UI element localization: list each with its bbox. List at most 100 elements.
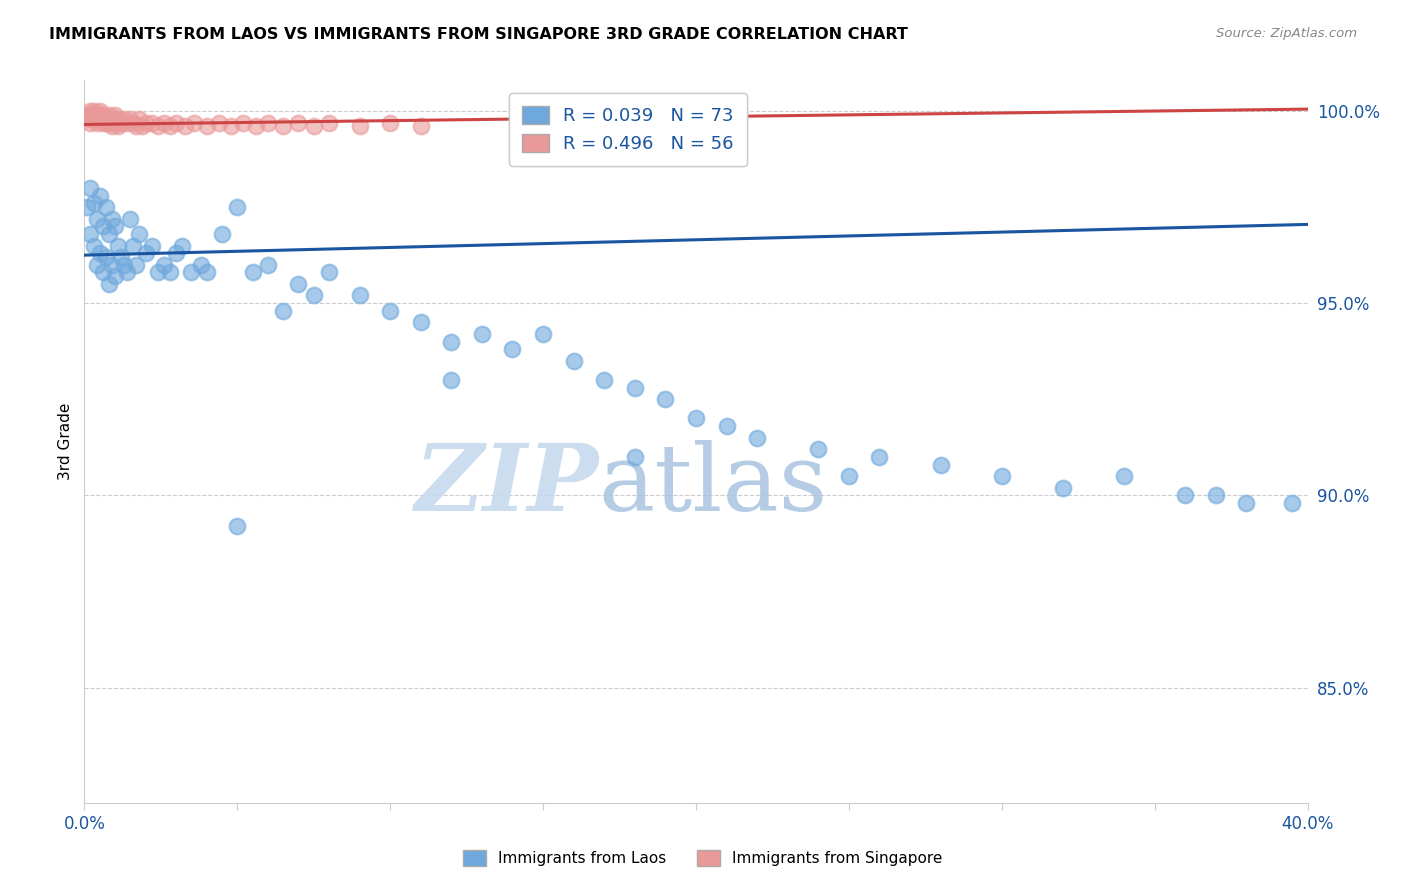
Point <box>226 519 249 533</box>
Point <box>101 120 124 134</box>
Point <box>153 258 176 272</box>
Point <box>190 258 212 272</box>
Point <box>624 450 647 464</box>
Point <box>107 112 129 126</box>
Point <box>502 343 524 357</box>
Point <box>271 120 294 134</box>
Point <box>89 188 111 202</box>
Text: IMMIGRANTS FROM LAOS VS IMMIGRANTS FROM SINGAPORE 3RD GRADE CORRELATION CHART: IMMIGRANTS FROM LAOS VS IMMIGRANTS FROM … <box>49 27 908 42</box>
Point <box>165 115 187 129</box>
Point <box>146 265 169 279</box>
Point <box>83 108 105 122</box>
Point <box>159 265 181 279</box>
Point <box>86 258 108 272</box>
Point <box>91 219 114 234</box>
Point <box>86 112 108 126</box>
Point <box>624 381 647 395</box>
Point <box>135 246 157 260</box>
Point <box>76 200 98 214</box>
Point <box>1174 488 1197 502</box>
Point <box>195 265 218 279</box>
Point <box>232 115 254 129</box>
Point <box>471 326 494 341</box>
Point <box>716 419 738 434</box>
Y-axis label: 3rd Grade: 3rd Grade <box>58 403 73 480</box>
Text: ZIP: ZIP <box>413 440 598 530</box>
Point <box>97 115 120 129</box>
Point <box>1114 469 1136 483</box>
Point <box>409 315 432 329</box>
Point <box>1236 496 1258 510</box>
Point <box>257 115 280 129</box>
Point <box>838 469 860 483</box>
Point <box>83 112 105 126</box>
Point <box>104 108 127 122</box>
Point <box>131 120 153 134</box>
Point <box>115 115 138 129</box>
Point <box>172 238 194 252</box>
Point <box>245 120 267 134</box>
Point <box>91 115 114 129</box>
Point <box>97 277 120 291</box>
Point <box>153 115 176 129</box>
Text: atlas: atlas <box>598 440 827 530</box>
Point <box>271 304 294 318</box>
Point <box>195 120 218 134</box>
Point <box>79 181 101 195</box>
Point <box>107 238 129 252</box>
Point <box>135 115 157 129</box>
Point <box>242 265 264 279</box>
Point <box>440 373 463 387</box>
Point <box>83 103 105 118</box>
Point <box>120 112 142 126</box>
Point <box>101 211 124 226</box>
Point <box>79 108 101 122</box>
Point <box>79 103 101 118</box>
Text: Source: ZipAtlas.com: Source: ZipAtlas.com <box>1216 27 1357 40</box>
Point <box>83 196 105 211</box>
Point <box>257 258 280 272</box>
Point <box>94 250 117 264</box>
Point <box>97 108 120 122</box>
Point <box>219 120 242 134</box>
Point <box>79 115 101 129</box>
Point <box>101 258 124 272</box>
Point <box>76 112 98 126</box>
Point <box>115 265 138 279</box>
Point <box>531 326 554 341</box>
Point <box>1281 496 1303 510</box>
Point <box>79 227 101 241</box>
Point <box>94 112 117 126</box>
Point <box>89 108 111 122</box>
Point <box>86 108 108 122</box>
Point <box>112 258 135 272</box>
Point <box>287 115 309 129</box>
Legend: Immigrants from Laos, Immigrants from Singapore: Immigrants from Laos, Immigrants from Si… <box>454 841 952 875</box>
Point <box>409 120 432 134</box>
Point <box>141 115 163 129</box>
Point <box>318 265 340 279</box>
Point <box>104 115 127 129</box>
Point <box>110 115 132 129</box>
Point <box>122 115 145 129</box>
Point <box>991 469 1014 483</box>
Point <box>1205 488 1227 502</box>
Point <box>1052 481 1074 495</box>
Point <box>89 112 111 126</box>
Point <box>125 120 148 134</box>
Point <box>440 334 463 349</box>
Point <box>287 277 309 291</box>
Point <box>83 238 105 252</box>
Point <box>107 120 129 134</box>
Point <box>302 120 325 134</box>
Point <box>91 112 114 126</box>
Point <box>89 246 111 260</box>
Point <box>183 115 205 129</box>
Point <box>380 304 402 318</box>
Point <box>226 200 249 214</box>
Point <box>97 227 120 241</box>
Point <box>91 265 114 279</box>
Point <box>110 250 132 264</box>
Point <box>89 103 111 118</box>
Point <box>128 227 150 241</box>
